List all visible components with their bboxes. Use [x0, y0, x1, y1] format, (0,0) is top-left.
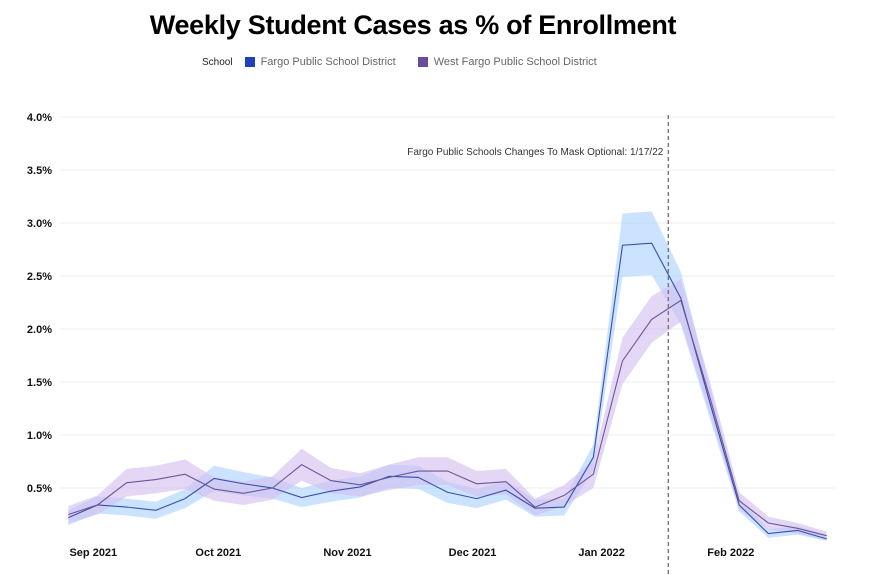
confidence-band-west-fargo [68, 279, 827, 540]
legend-item-west-fargo[interactable]: West Fargo Public School District [417, 56, 597, 68]
x-tick-label: Oct 2021 [195, 547, 241, 559]
x-tick-label: Nov 2021 [323, 547, 371, 559]
legend: School Fargo Public School District West… [202, 56, 613, 68]
annotation-label: Fargo Public Schools Changes To Mask Opt… [407, 147, 664, 158]
x-tick-label: Jan 2022 [578, 547, 624, 559]
y-tick-label: 2.0% [27, 324, 52, 336]
y-tick-label: 2.5% [27, 271, 52, 283]
y-tick-label: 3.5% [27, 165, 52, 177]
legend-label: West Fargo Public School District [433, 56, 597, 68]
y-tick-label: 0.5% [27, 483, 52, 495]
confidence-band-fargo [68, 211, 827, 541]
legend-item-fargo[interactable]: Fargo Public School District [244, 56, 396, 68]
y-tick-label: 1.5% [27, 377, 52, 389]
y-tick-label: 4.0% [27, 112, 52, 124]
legend-swatch [417, 57, 428, 67]
legend-swatch [244, 57, 255, 67]
legend-title: School [202, 56, 233, 68]
x-tick-label: Dec 2021 [449, 547, 497, 559]
chart-title: Weekly Student Cases as % of Enrollment [149, 10, 677, 40]
legend-label: Fargo Public School District [260, 56, 396, 68]
y-tick-label: 1.0% [27, 430, 52, 442]
x-tick-label: Feb 2022 [707, 547, 754, 559]
x-tick-label: Sep 2021 [69, 547, 117, 559]
y-tick-label: 3.0% [27, 218, 52, 230]
